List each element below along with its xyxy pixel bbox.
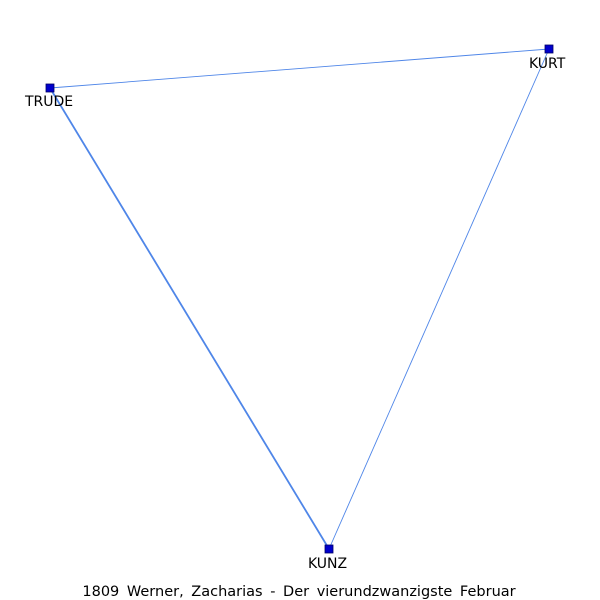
edge-kurt-kunz [328, 48, 550, 550]
node-trude-label: TRUDE [24, 94, 73, 110]
node-kunz[interactable]: KUNZ [308, 544, 347, 572]
node-kurt-marker[interactable] [544, 44, 554, 54]
node-trude[interactable]: TRUDE [24, 83, 73, 110]
nodes-layer: TRUDE KURT KUNZ [24, 44, 566, 572]
node-kunz-label: KUNZ [308, 556, 347, 572]
edge-trude-kunz [49, 87, 330, 550]
node-trude-marker[interactable] [45, 83, 55, 93]
node-kunz-marker[interactable] [324, 544, 334, 554]
edges-layer [49, 48, 550, 550]
diagram-caption: 1809 Werner, Zacharias - Der vierundzwan… [82, 584, 515, 600]
edge-trude-kurt [49, 48, 550, 89]
node-kurt[interactable]: KURT [529, 44, 566, 72]
node-kurt-label: KURT [529, 56, 566, 72]
